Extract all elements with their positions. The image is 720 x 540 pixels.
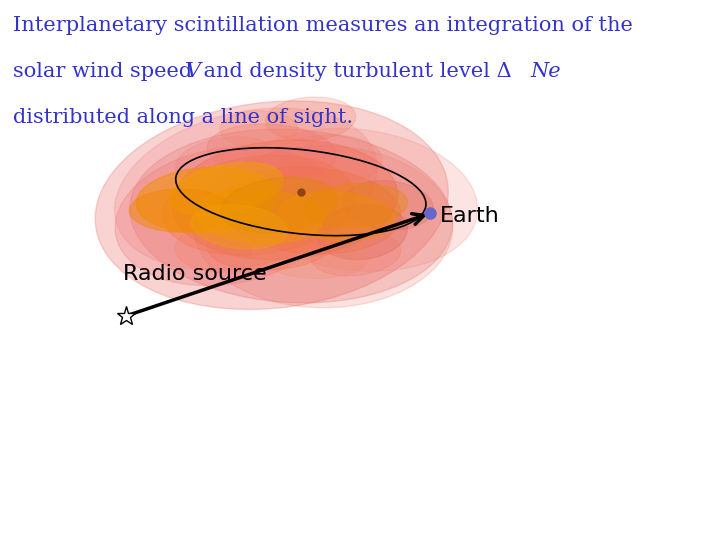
- Ellipse shape: [130, 189, 233, 232]
- Ellipse shape: [194, 188, 323, 244]
- Ellipse shape: [311, 232, 401, 276]
- Text: distributed along a line of sight.: distributed along a line of sight.: [13, 108, 353, 127]
- Ellipse shape: [266, 135, 382, 189]
- Text: solar wind speed: solar wind speed: [13, 62, 199, 81]
- Ellipse shape: [279, 191, 395, 241]
- Text: Earth: Earth: [440, 206, 500, 226]
- Ellipse shape: [343, 180, 433, 230]
- Ellipse shape: [207, 124, 336, 179]
- Text: and density turbulent level Δ: and density turbulent level Δ: [197, 62, 512, 81]
- Ellipse shape: [318, 205, 408, 260]
- Ellipse shape: [163, 156, 355, 255]
- Ellipse shape: [192, 205, 287, 249]
- Ellipse shape: [175, 137, 278, 187]
- Ellipse shape: [136, 167, 278, 233]
- Ellipse shape: [305, 184, 408, 227]
- Ellipse shape: [234, 129, 478, 271]
- Ellipse shape: [175, 224, 278, 273]
- Ellipse shape: [207, 215, 336, 271]
- Ellipse shape: [171, 140, 397, 260]
- Ellipse shape: [130, 129, 452, 303]
- Ellipse shape: [220, 177, 336, 233]
- Text: V: V: [186, 62, 202, 81]
- Text: Ne: Ne: [531, 62, 561, 81]
- Text: Radio source: Radio source: [123, 264, 266, 284]
- Ellipse shape: [220, 111, 297, 148]
- Ellipse shape: [266, 97, 356, 140]
- Text: Interplanetary scintillation measures an integration of the: Interplanetary scintillation measures an…: [13, 16, 633, 35]
- Ellipse shape: [194, 146, 453, 308]
- Ellipse shape: [220, 167, 401, 254]
- Ellipse shape: [115, 146, 338, 286]
- Ellipse shape: [114, 108, 377, 270]
- Ellipse shape: [253, 229, 369, 279]
- Ellipse shape: [95, 101, 449, 309]
- Ellipse shape: [170, 163, 283, 215]
